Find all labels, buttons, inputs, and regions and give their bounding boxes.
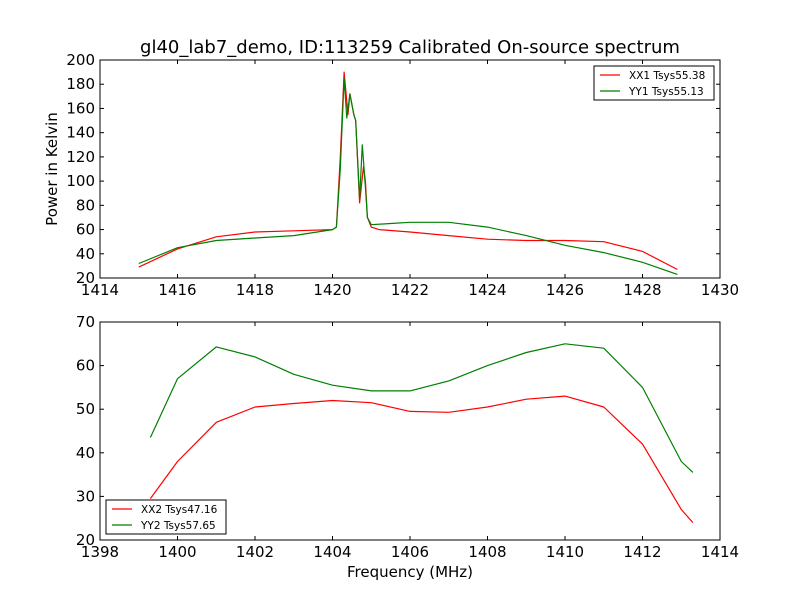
x-tick-label: 1414 <box>81 281 119 299</box>
x-tick-label: 1420 <box>313 281 351 299</box>
y-tick-label: 200 <box>66 51 95 69</box>
legend-label: YY2 Tsys57.65 <box>140 520 216 532</box>
subplot-2: 1398 1400 1402 1404 1406 1408 1410 1412 1414 20 30… <box>76 313 739 581</box>
y-tick-label: 140 <box>66 124 95 142</box>
y-tick-label: 60 <box>76 221 95 239</box>
x-tick-label: 1410 <box>546 543 584 561</box>
x-axis-label: Frequency (MHz) <box>347 563 473 581</box>
x-tick-label: 1416 <box>158 281 196 299</box>
x-tick-label: 1418 <box>236 281 274 299</box>
series-line-xx2 <box>149 395 694 523</box>
y-tick-label: 80 <box>76 196 95 214</box>
legend-label: XX2 Tsys47.16 <box>141 504 218 516</box>
series-line-yy1 <box>138 77 678 275</box>
y-tick-label: 20 <box>76 531 95 549</box>
x-tick-label: 1402 <box>236 543 274 561</box>
series-line-yy2 <box>149 343 694 473</box>
y-tick-label: 70 <box>76 313 95 331</box>
legend: XX1 Tsys55.38 YY1 Tsys55.13 <box>593 65 715 101</box>
legend-label: YY1 Tsys55.13 <box>628 86 704 98</box>
y-tick-label: 120 <box>66 148 95 166</box>
x-tick-label: 1422 <box>391 281 429 299</box>
x-tick-label: 1398 <box>81 543 119 561</box>
y-tick-label: 30 <box>76 487 95 505</box>
y-tick-label: 160 <box>66 99 95 117</box>
y-tick-label: 40 <box>76 245 95 263</box>
x-tick-label: 1404 <box>313 543 351 561</box>
x-tick-label: 1426 <box>546 281 584 299</box>
y-tick-label: 180 <box>66 75 95 93</box>
x-tick-label: 1408 <box>468 543 506 561</box>
legend-box <box>593 65 715 101</box>
x-tick-label: 1406 <box>391 543 429 561</box>
legend-label: XX1 Tsys55.38 <box>629 70 705 82</box>
x-tick-label: 1414 <box>701 543 739 561</box>
x-tick-label: 1430 <box>701 281 739 299</box>
y-tick-label: 20 <box>76 269 95 287</box>
x-tick-label: 1428 <box>623 281 661 299</box>
y-tick-label: 50 <box>76 400 95 418</box>
y-tick-label: 40 <box>76 444 95 462</box>
legend-box <box>105 499 227 535</box>
y-axis-label: Power in Kelvin <box>43 112 61 226</box>
legend: XX2 Tsys47.16 YY2 Tsys57.65 <box>105 499 227 535</box>
y-tick-label: 60 <box>76 357 95 375</box>
x-tick-label: 1424 <box>468 281 506 299</box>
x-tick-label: 1400 <box>158 543 196 561</box>
subplot-1: 1414 1416 1418 1420 1422 1424 1426 1428 1430 20 40… <box>43 37 739 299</box>
series-line-xx1 <box>138 71 678 271</box>
y-tick-label: 100 <box>66 172 95 190</box>
x-tick-label: 1412 <box>623 543 661 561</box>
chart-title: gl40_lab7_demo, ID:113259 Calibrated On-… <box>140 37 680 58</box>
